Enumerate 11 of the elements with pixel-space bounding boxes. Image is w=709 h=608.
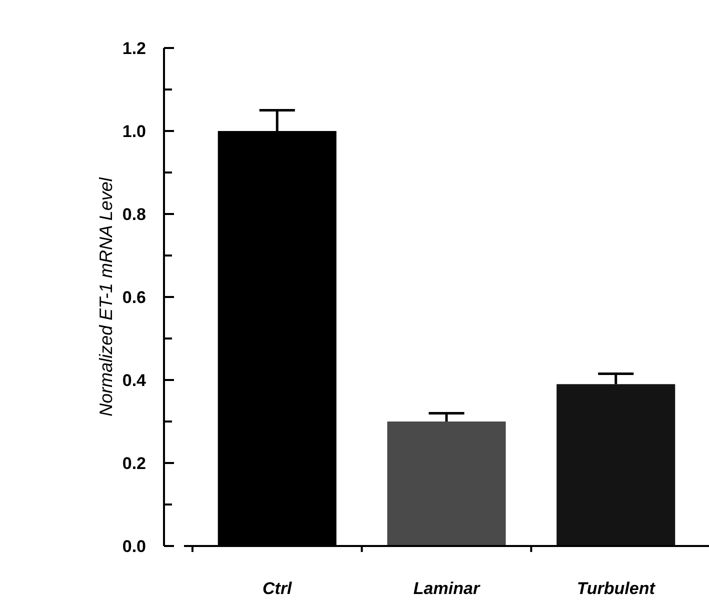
y-tick-label: 0.0 [122, 536, 146, 556]
x-tick-label: Ctrl [262, 579, 294, 598]
x-tick-label: Laminar [413, 579, 481, 598]
y-tick-label: 0.8 [122, 204, 146, 224]
y-tick-label: 0.4 [122, 370, 147, 390]
y-tick-label: 0.2 [122, 454, 146, 473]
y-axis-title: Normalized ET-1 mRNA Level [96, 176, 116, 416]
y-tick-label: 1.2 [122, 38, 146, 58]
y-tick-label: 0.6 [122, 288, 146, 307]
x-tick-label: Turbulent [576, 579, 656, 598]
y-tick-label: 1.0 [122, 122, 146, 141]
